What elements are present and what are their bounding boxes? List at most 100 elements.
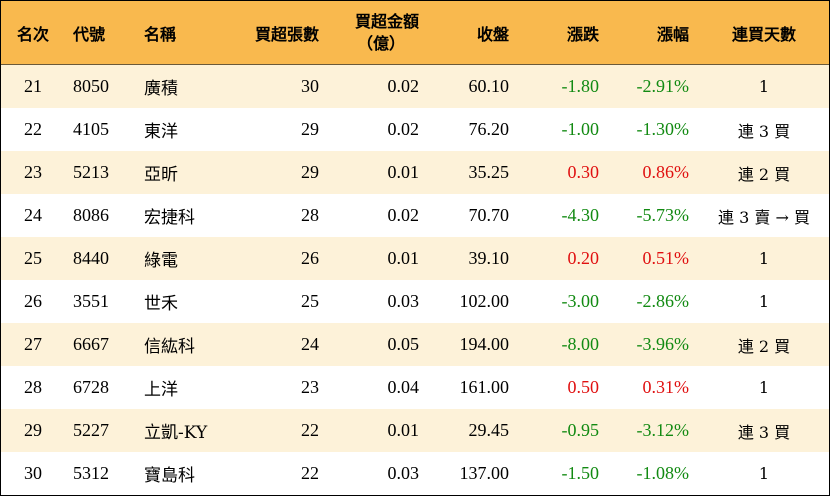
table-row: 28 6728 上洋 23 0.04 161.00 0.50 0.31% 1 (1, 366, 829, 409)
header-amount-line2: （億） (356, 33, 405, 53)
cell-net-buy-amount: 0.02 (387, 205, 420, 225)
cell-close: 60.10 (468, 76, 510, 96)
cell-change: -1.50 (561, 463, 600, 483)
cell-net-buy-amount: 0.01 (387, 162, 420, 182)
cell-net-buy-lots: 25 (301, 291, 319, 311)
cell-name: 宏捷科 (144, 208, 195, 228)
cell-change: 0.30 (567, 162, 600, 182)
cell-rank: 22 (24, 119, 42, 139)
cell-net-buy-lots: 22 (301, 463, 319, 483)
cell-net-buy-amount: 0.05 (387, 334, 420, 354)
table-header: 名次 代號 名稱 買超張數 買超金額 （億） 收盤 漲跌 漲幅 連買天數 (1, 1, 829, 65)
cell-close: 161.00 (459, 377, 510, 397)
cell-code: 5312 (73, 463, 109, 483)
cell-pct: -1.30% (636, 119, 690, 139)
cell-pct: -2.86% (636, 291, 690, 311)
cell-code: 8440 (73, 248, 109, 268)
cell-net-buy-lots: 23 (301, 377, 319, 397)
cell-pct: -3.12% (636, 420, 690, 440)
table-row: 30 5312 寶島科 22 0.03 137.00 -1.50 -1.08% 1 (1, 452, 829, 495)
cell-code: 3551 (73, 291, 109, 311)
table-row: 26 3551 世禾 25 0.03 102.00 -3.00 -2.86% 1 (1, 280, 829, 323)
cell-consecutive-days: 連 2 買 (737, 164, 791, 184)
cell-name: 廣積 (144, 79, 178, 99)
table-row: 27 6667 信紘科 24 0.05 194.00 -8.00 -3.96% 連 2 買 (1, 323, 829, 366)
cell-rank: 29 (24, 420, 42, 440)
cell-code: 8050 (73, 76, 109, 96)
cell-net-buy-amount: 0.02 (387, 119, 420, 139)
cell-code: 8086 (73, 205, 109, 225)
table-row: 22 4105 東洋 29 0.02 76.20 -1.00 -1.30% 連 3 買 (1, 108, 829, 151)
cell-change: -1.80 (561, 76, 600, 96)
header-net-buy-lots: 買超張數 (254, 24, 319, 44)
cell-consecutive-days: 1 (758, 292, 770, 311)
cell-consecutive-days: 1 (758, 378, 770, 397)
header-change: 漲跌 (566, 24, 599, 44)
cell-rank: 24 (24, 205, 42, 225)
cell-consecutive-days: 1 (758, 77, 770, 96)
cell-net-buy-amount: 0.01 (387, 420, 420, 440)
cell-name: 寶島科 (144, 466, 195, 486)
cell-net-buy-lots: 26 (301, 248, 319, 268)
cell-consecutive-days: 連 3 買 (737, 422, 791, 442)
cell-consecutive-days: 連 3 賣 → 買 (718, 207, 810, 227)
cell-code: 4105 (73, 119, 109, 139)
cell-code: 6667 (73, 334, 109, 354)
cell-net-buy-amount: 0.04 (387, 377, 420, 397)
cell-change: 0.20 (567, 248, 600, 268)
header-close: 收盤 (476, 24, 509, 44)
cell-name: 世禾 (144, 294, 178, 314)
cell-rank: 27 (24, 334, 42, 354)
cell-change: -8.00 (561, 334, 600, 354)
cell-rank: 26 (24, 291, 42, 311)
cell-close: 194.00 (459, 334, 510, 354)
table-row: 23 5213 亞昕 29 0.01 35.25 0.30 0.86% 連 2 買 (1, 151, 829, 194)
cell-close: 76.20 (468, 119, 510, 139)
cell-close: 137.00 (459, 463, 510, 483)
table-row: 21 8050 廣積 30 0.02 60.10 -1.80 -2.91% 1 (1, 65, 829, 108)
cell-rank: 30 (24, 463, 42, 483)
table-row: 29 5227 立凱-KY 22 0.01 29.45 -0.95 -3.12% 連 3 買 (1, 409, 829, 452)
table-row: 25 8440 綠電 26 0.01 39.10 0.20 0.51% 1 (1, 237, 829, 280)
header-code: 代號 (73, 24, 106, 44)
cell-name: 信紘科 (144, 337, 195, 357)
cell-net-buy-amount: 0.01 (387, 248, 420, 268)
cell-change: -1.00 (561, 119, 600, 139)
cell-net-buy-lots: 30 (301, 76, 319, 96)
header-amount-line1: 買超金額 (354, 11, 419, 31)
cell-change: -4.30 (561, 205, 600, 225)
cell-net-buy-lots: 28 (301, 205, 319, 225)
cell-code: 6728 (73, 377, 109, 397)
cell-close: 39.10 (468, 248, 510, 268)
cell-change: -0.95 (561, 420, 600, 440)
cell-name: 東洋 (144, 122, 178, 142)
cell-pct: -3.96% (636, 334, 690, 354)
cell-close: 29.45 (468, 420, 510, 440)
cell-net-buy-lots: 29 (301, 119, 319, 139)
header-pct: 漲幅 (656, 24, 689, 44)
cell-net-buy-lots: 29 (301, 162, 319, 182)
cell-pct: 0.51% (642, 248, 690, 268)
cell-consecutive-days: 1 (758, 464, 770, 483)
cell-close: 70.70 (468, 205, 510, 225)
header-rank: 名次 (16, 24, 49, 44)
cell-change: 0.50 (567, 377, 600, 397)
cell-rank: 21 (24, 76, 42, 96)
cell-rank: 25 (24, 248, 42, 268)
cell-name: 立凱-KY (144, 423, 208, 443)
cell-net-buy-amount: 0.02 (387, 76, 420, 96)
cell-change: -3.00 (561, 291, 600, 311)
cell-name: 綠電 (144, 251, 178, 271)
cell-consecutive-days: 1 (758, 249, 770, 268)
cell-rank: 23 (24, 162, 42, 182)
cell-pct: -2.91% (636, 76, 690, 96)
cell-close: 35.25 (468, 162, 510, 182)
cell-net-buy-amount: 0.03 (387, 463, 420, 483)
cell-net-buy-lots: 24 (301, 334, 319, 354)
cell-net-buy-lots: 22 (301, 420, 319, 440)
cell-close: 102.00 (459, 291, 510, 311)
cell-consecutive-days: 連 3 買 (737, 121, 791, 141)
cell-code: 5213 (73, 162, 109, 182)
header-consecutive-days: 連買天數 (731, 24, 796, 44)
